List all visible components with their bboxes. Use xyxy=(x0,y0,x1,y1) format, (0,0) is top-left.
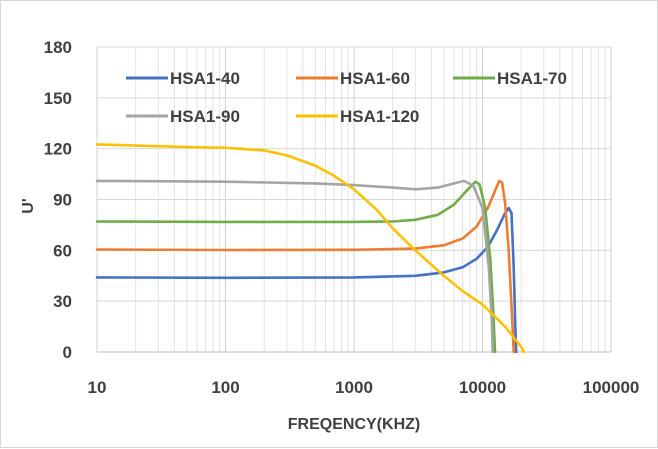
x-tick-label: 10 xyxy=(88,378,107,397)
legend-label: HSA1-70 xyxy=(497,69,567,88)
tick-labels: 0 30 60 90 120 150 180 10 100 1000 10000 100000 xyxy=(44,38,640,397)
series-lines xyxy=(95,143,526,354)
legend-label: HSA1-60 xyxy=(340,69,410,88)
x-tick-label: 100000 xyxy=(583,378,640,397)
gridlines xyxy=(96,46,612,352)
x-tick-label: 100 xyxy=(211,378,239,397)
y-tick-label: 30 xyxy=(53,292,72,311)
y-axis-title: U' xyxy=(20,198,37,213)
legend-label: HSA1-40 xyxy=(170,69,240,88)
y-tick-label: 180 xyxy=(44,38,72,57)
x-tick-label: 1000 xyxy=(335,378,373,397)
series-line-hsa1-60 xyxy=(95,179,515,354)
series-line-hsa1-120 xyxy=(95,143,526,354)
legend: HSA1-40 HSA1-60 HSA1-70 HSA1-90 HSA1-120 xyxy=(126,69,567,126)
y-tick-label: 60 xyxy=(53,241,72,260)
y-tick-label: 0 xyxy=(63,343,72,362)
x-tick-label: 10000 xyxy=(459,378,506,397)
x-axis-title: FREQENCY(KHZ) xyxy=(288,416,420,433)
legend-label: HSA1-90 xyxy=(170,107,240,126)
series-line-hsa1-70 xyxy=(95,180,497,354)
series-line-hsa1-90 xyxy=(95,179,494,354)
legend-label: HSA1-120 xyxy=(340,107,419,126)
series-line-hsa1-40 xyxy=(95,206,518,354)
y-tick-label: 90 xyxy=(53,191,72,210)
y-tick-label: 120 xyxy=(44,140,72,159)
y-tick-label: 150 xyxy=(44,89,72,108)
